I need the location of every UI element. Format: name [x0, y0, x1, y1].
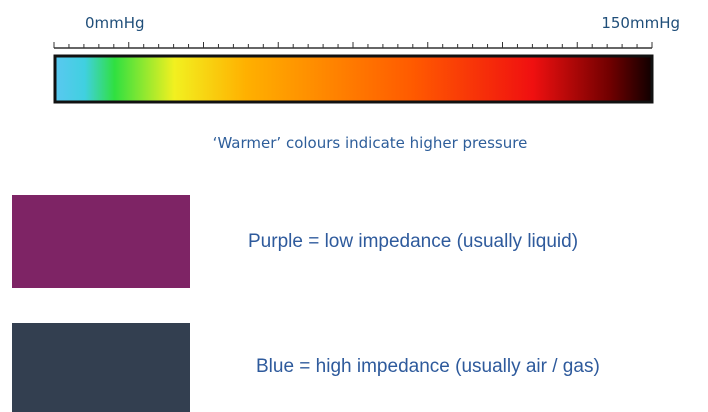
legend-label: Blue = high impedance (usually air / gas… [256, 356, 600, 377]
legend-swatch [12, 195, 190, 288]
color-scale-bar [53, 54, 654, 104]
legend-swatch [12, 323, 190, 412]
legend-label: Purple = low impedance (usually liquid) [248, 231, 578, 252]
ruler [53, 42, 653, 49]
scale-min-label: 0mmHg [85, 14, 145, 32]
scale-caption: ‘Warmer’ colours indicate higher pressur… [213, 134, 528, 152]
scale-max-label: 150mmHg [601, 14, 680, 32]
